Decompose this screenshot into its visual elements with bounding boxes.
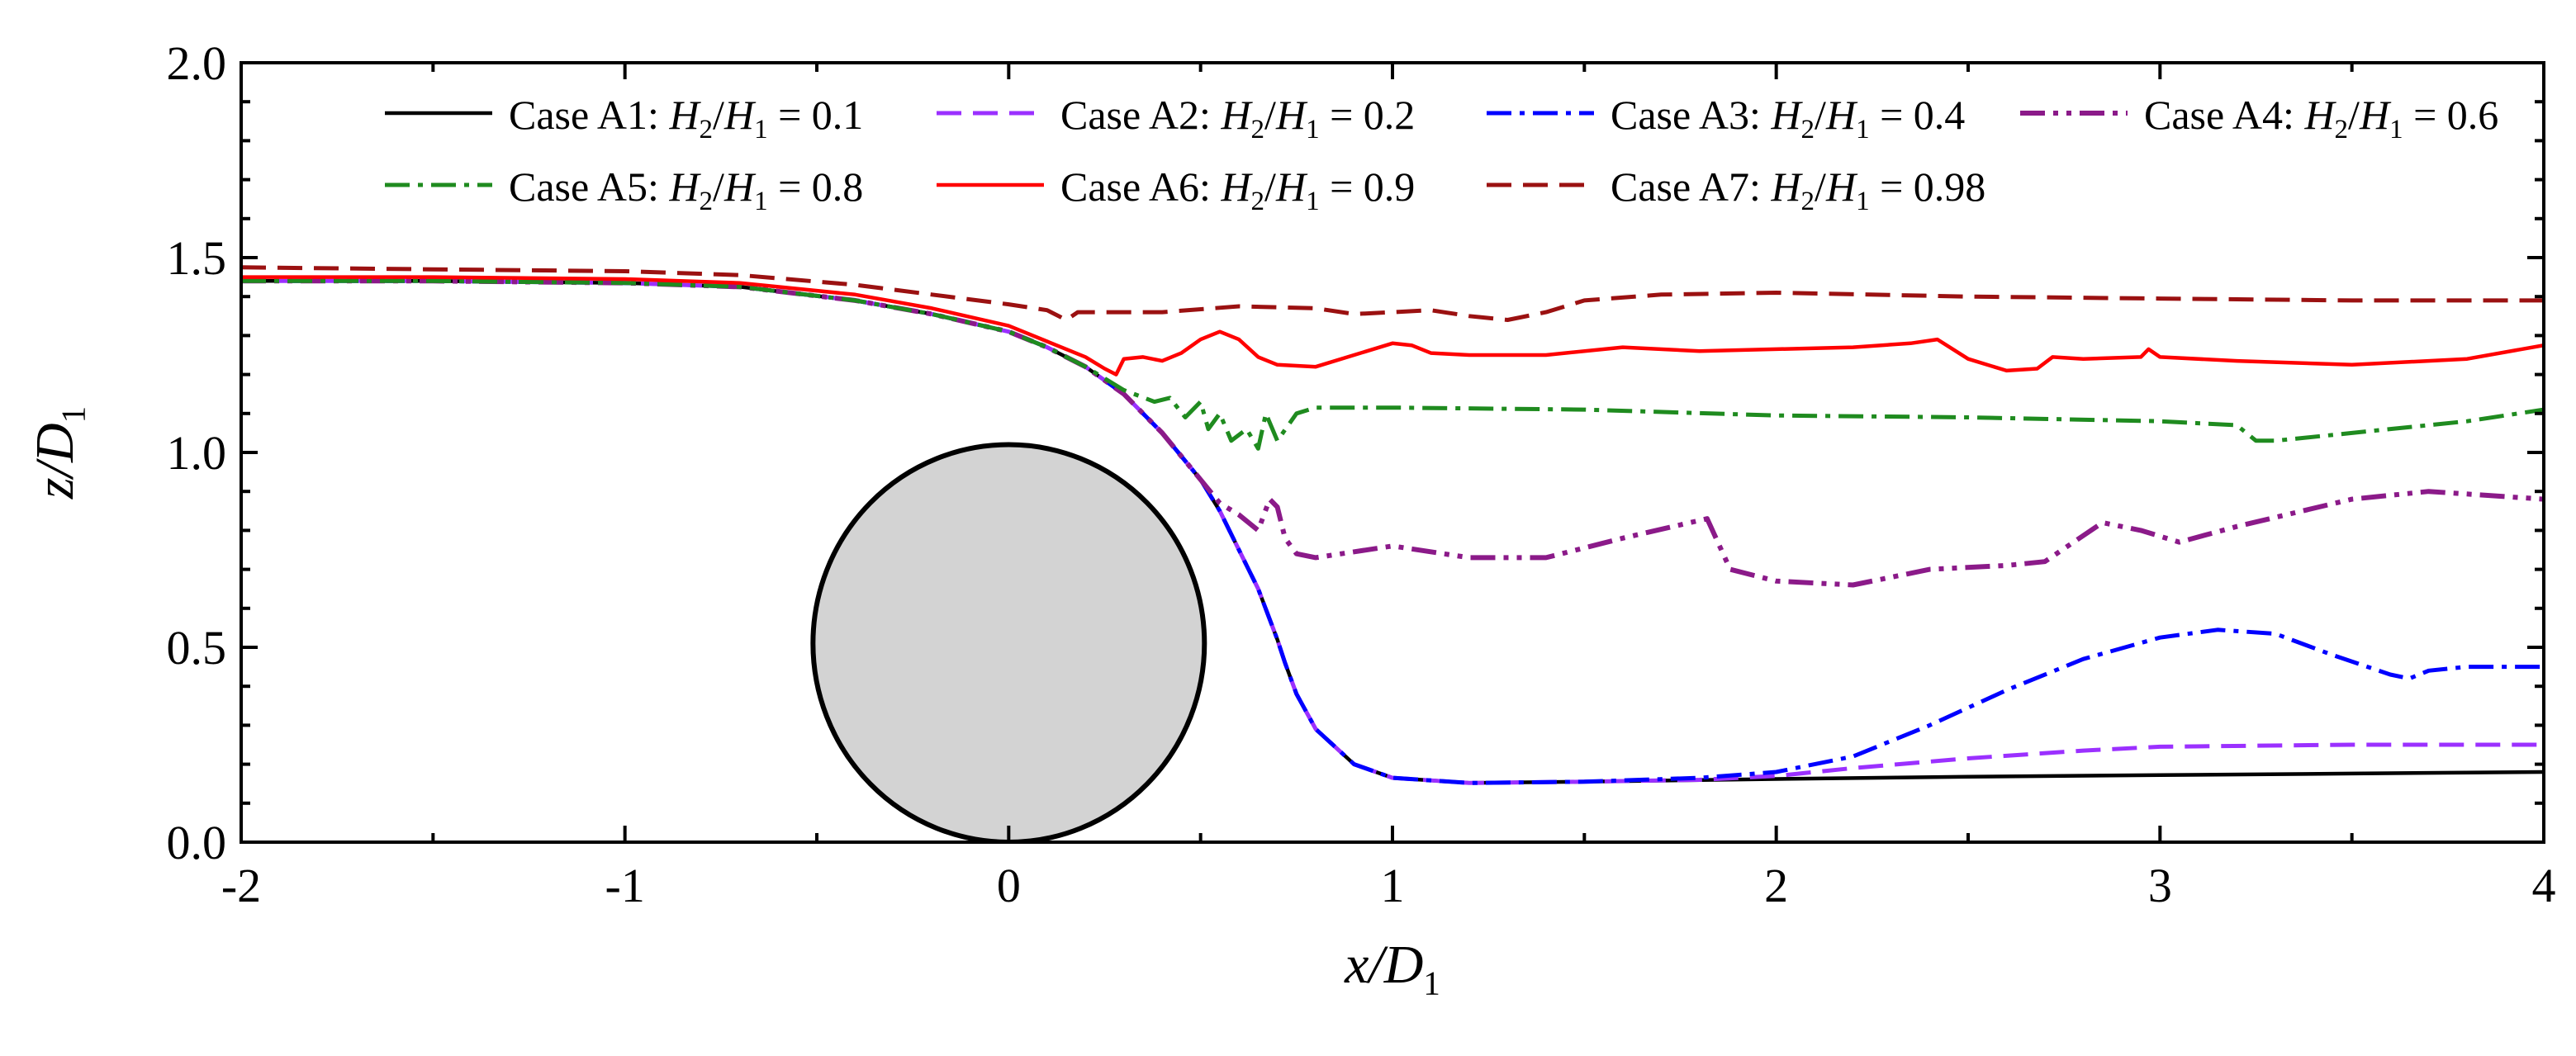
legend-label-case-a1: Case A1: H2/H1 = 0.1 [509, 92, 863, 144]
y-tick-label: 0.5 [167, 621, 227, 675]
series-line-case-a3 [241, 278, 2544, 785]
y-tick-label: 0.0 [167, 816, 227, 869]
y-tick-label: 2.0 [167, 36, 227, 90]
x-tick-label: 1 [1381, 859, 1405, 912]
y-tick-label: 1.0 [167, 426, 227, 480]
x-tick-label: -2 [221, 859, 261, 912]
x-tick-label: 0 [997, 859, 1021, 912]
legend-label-case-a7: Case A7: H2/H1 = 0.98 [1611, 163, 1985, 216]
series-line-case-a2 [241, 278, 2544, 785]
series-line-case-a6 [241, 275, 2544, 376]
x-tick-label: 4 [2532, 859, 2556, 912]
axes: -2 -1 0 1 2 3 4 0.0 0.5 1.0 1.5 2.0 x/D1 z/D1 [25, 36, 2556, 1002]
y-tick-label: 1.5 [167, 231, 227, 285]
y-axis-label: z/D1 [25, 406, 93, 500]
legend-label-case-a3: Case A3: H2/H1 = 0.4 [1611, 92, 1965, 144]
plot-area [241, 265, 2544, 842]
cylinder-cross-section [810, 442, 1207, 842]
series-line-case-a4 [241, 278, 2544, 588]
x-tick-label: 3 [2148, 859, 2172, 912]
legend-label-case-a6: Case A6: H2/H1 = 0.9 [1060, 163, 1415, 216]
series-line-case-a5 [241, 278, 2544, 451]
x-axis-label: x/D1 [1344, 935, 1440, 1002]
legend-label-case-a5: Case A5: H2/H1 = 0.8 [509, 163, 863, 216]
series-line-case-a7 [241, 265, 2544, 322]
legend-label-case-a2: Case A2: H2/H1 = 0.2 [1060, 92, 1415, 144]
x-tick-label: -1 [605, 859, 645, 912]
legend: Case A1: H2/H1 = 0.1 Case A2: H2/H1 = 0.2… [385, 92, 2498, 216]
legend-label-case-a4: Case A4: H2/H1 = 0.6 [2144, 92, 2498, 144]
x-tick-label: 2 [1764, 859, 1788, 912]
